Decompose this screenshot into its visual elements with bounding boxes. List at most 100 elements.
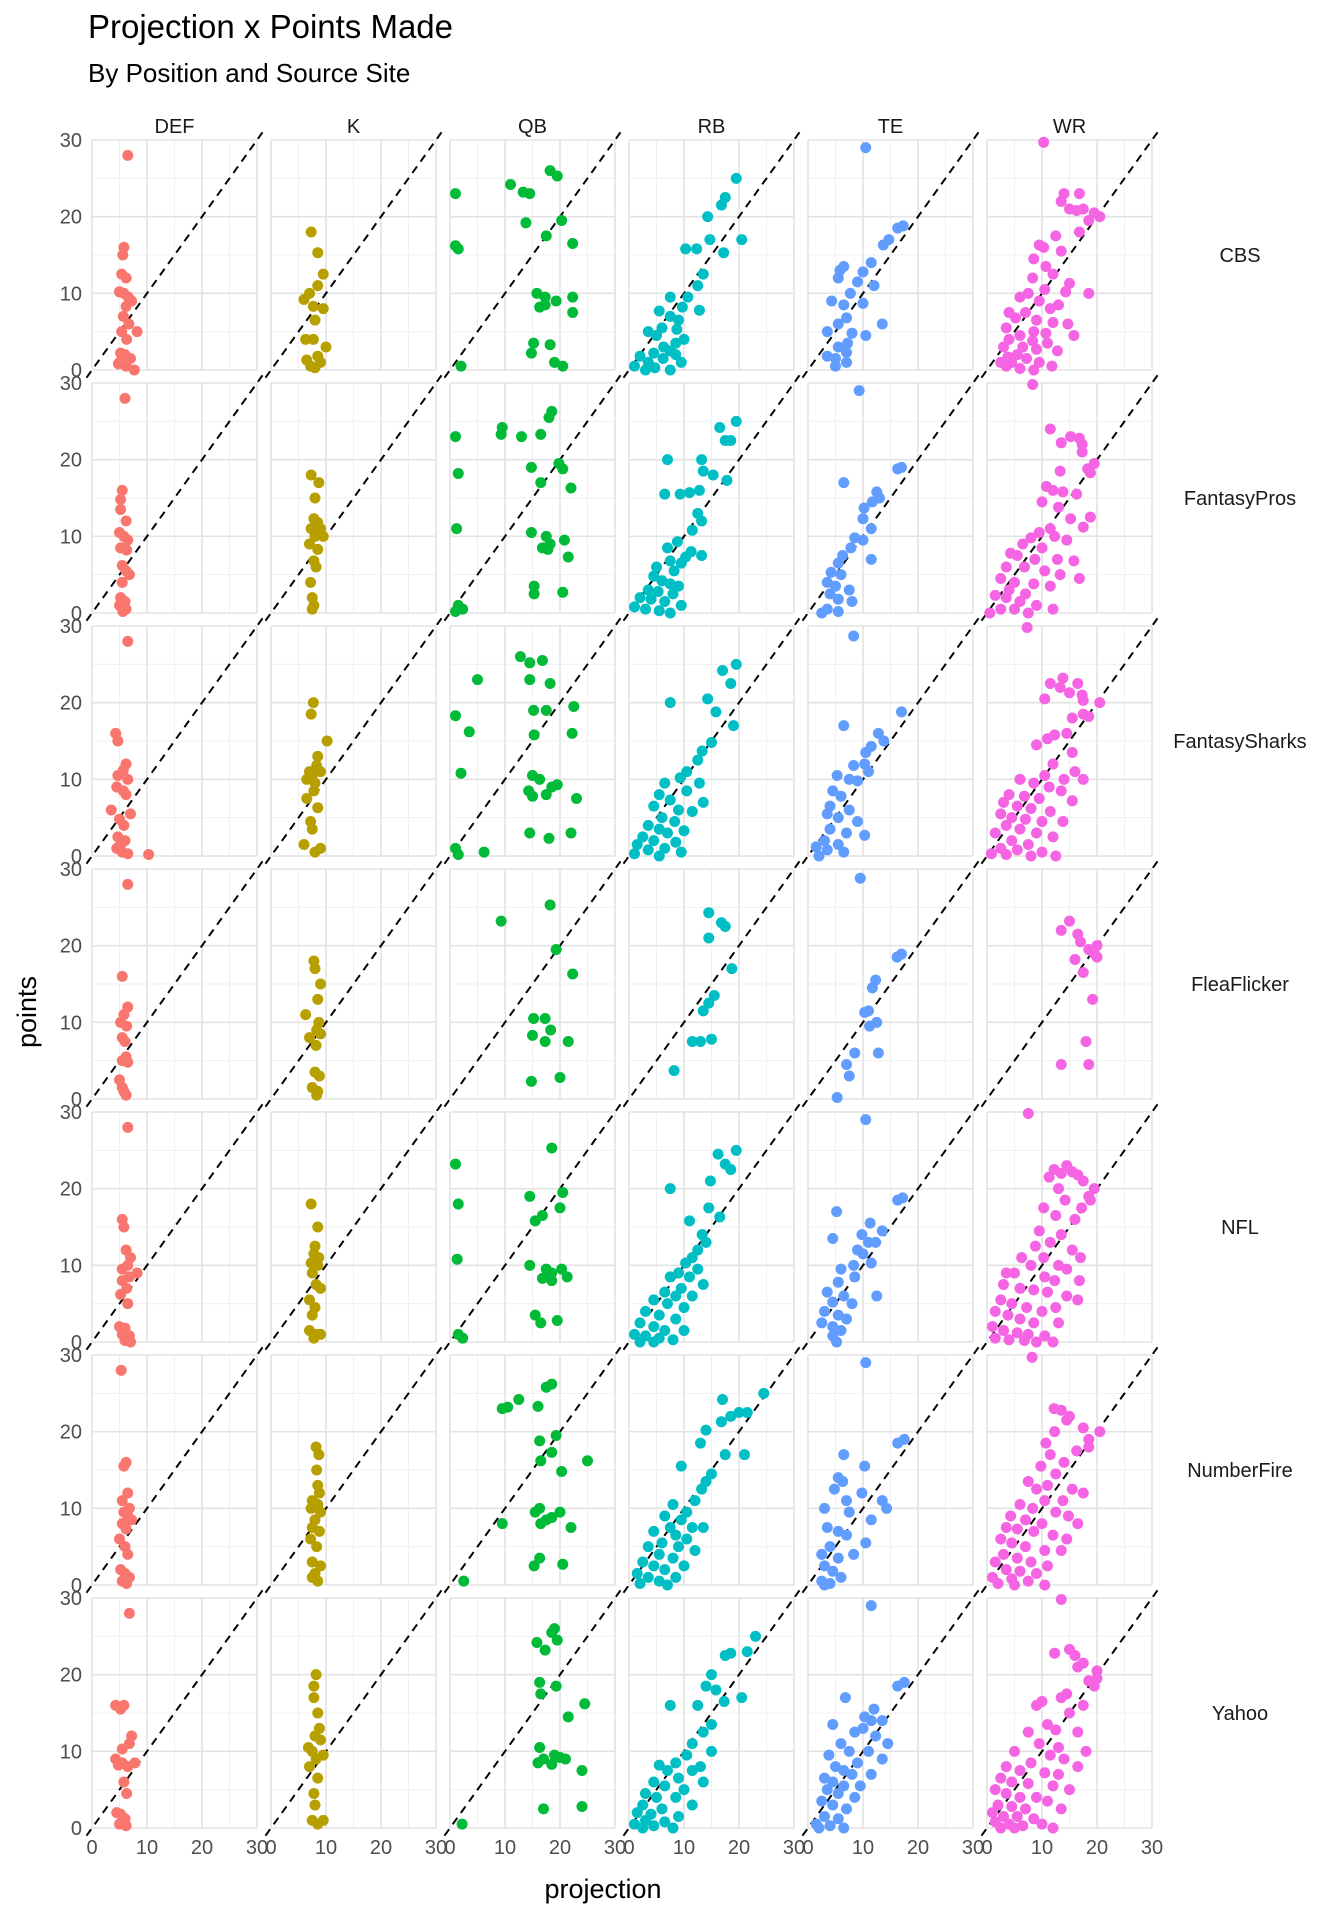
data-point: [664, 607, 676, 619]
data-point: [872, 1047, 884, 1059]
data-point: [114, 1533, 125, 1545]
data-point: [629, 1328, 640, 1340]
data-point: [857, 1722, 869, 1734]
x-axis-title: projection: [544, 1874, 661, 1904]
data-point: [1006, 1298, 1018, 1310]
data-point: [126, 1514, 138, 1526]
data-point: [1091, 951, 1103, 963]
data-point: [667, 1822, 679, 1834]
data-point: [697, 465, 709, 477]
data-point: [1057, 486, 1069, 498]
data-point: [1053, 1768, 1064, 1780]
data-point: [659, 842, 671, 854]
data-point: [667, 588, 679, 600]
data-point: [832, 1276, 844, 1288]
data-point: [857, 534, 869, 546]
data-point: [1046, 360, 1058, 372]
data-point: [1077, 694, 1089, 706]
data-point: [1073, 226, 1085, 238]
y-tick-label: 0: [71, 603, 82, 625]
data-point: [1031, 1483, 1042, 1495]
data-point: [995, 808, 1007, 820]
data-point: [629, 601, 640, 613]
data-point: [670, 1313, 682, 1325]
data-point: [730, 172, 742, 184]
data-point: [321, 735, 333, 747]
data-point: [1073, 1275, 1085, 1287]
data-point: [634, 1577, 646, 1589]
data-point: [1028, 326, 1040, 338]
data-point: [1039, 770, 1051, 781]
data-point: [871, 1290, 883, 1302]
data-point: [839, 1692, 851, 1704]
data-point: [1029, 553, 1041, 565]
data-point: [1014, 1565, 1026, 1577]
data-point: [1062, 318, 1074, 330]
data-point: [550, 944, 562, 955]
data-point: [692, 754, 704, 766]
data-point: [1014, 291, 1026, 303]
data-point: [1011, 1811, 1023, 1822]
data-point: [1087, 993, 1099, 1005]
data-point: [857, 266, 869, 278]
data-point: [651, 561, 662, 573]
data-point: [535, 428, 547, 440]
data-point: [312, 802, 324, 814]
data-point: [865, 1257, 877, 1269]
data-point: [551, 1315, 563, 1327]
data-point: [1003, 333, 1015, 345]
data-point: [825, 566, 837, 578]
data-point: [865, 1514, 877, 1526]
data-point: [870, 1236, 882, 1248]
facet-column-label: RB: [698, 116, 726, 138]
data-point: [989, 1305, 1001, 1317]
data-point: [1031, 1791, 1042, 1803]
data-point: [1051, 553, 1063, 565]
data-point: [309, 530, 321, 542]
data-point: [700, 1236, 712, 1248]
data-point: [1011, 800, 1023, 812]
data-point: [524, 827, 536, 839]
data-point: [1022, 287, 1034, 299]
data-point: [1076, 1202, 1088, 1214]
data-point: [1061, 727, 1073, 739]
data-point: [535, 1518, 547, 1530]
data-point: [143, 848, 155, 860]
data-point: [832, 1552, 844, 1564]
data-point: [311, 1464, 323, 1476]
data-point: [1050, 1506, 1062, 1518]
facet-panel: [622, 860, 801, 1108]
data-point: [648, 570, 660, 582]
data-point: [985, 848, 997, 860]
data-point: [857, 297, 869, 309]
data-point: [1050, 1724, 1062, 1736]
data-point: [550, 1430, 562, 1441]
data-point: [312, 247, 324, 259]
data-point: [556, 1263, 568, 1275]
data-point: [544, 339, 556, 351]
data-point: [1065, 513, 1077, 525]
data-point: [1064, 1707, 1075, 1719]
data-point: [841, 1059, 852, 1070]
data-point: [1094, 697, 1106, 709]
data-point: [1050, 230, 1062, 242]
data-point: [703, 1202, 715, 1214]
data-point: [1062, 1510, 1074, 1522]
data-point: [863, 1745, 874, 1757]
x-tick-label: 0: [802, 1837, 813, 1859]
data-point: [105, 804, 117, 816]
data-point: [843, 1745, 855, 1757]
data-point: [649, 362, 661, 374]
data-point: [567, 307, 579, 318]
data-point: [819, 1772, 830, 1784]
facet-panel: [443, 131, 622, 379]
data-point: [505, 178, 516, 190]
data-point: [831, 770, 843, 781]
data-point: [653, 850, 665, 862]
data-point: [642, 584, 654, 596]
data-point: [667, 1334, 679, 1346]
data-point: [116, 1263, 128, 1275]
data-point: [697, 1776, 709, 1788]
data-point: [841, 827, 852, 839]
x-tick-label: 0: [86, 1837, 97, 1859]
